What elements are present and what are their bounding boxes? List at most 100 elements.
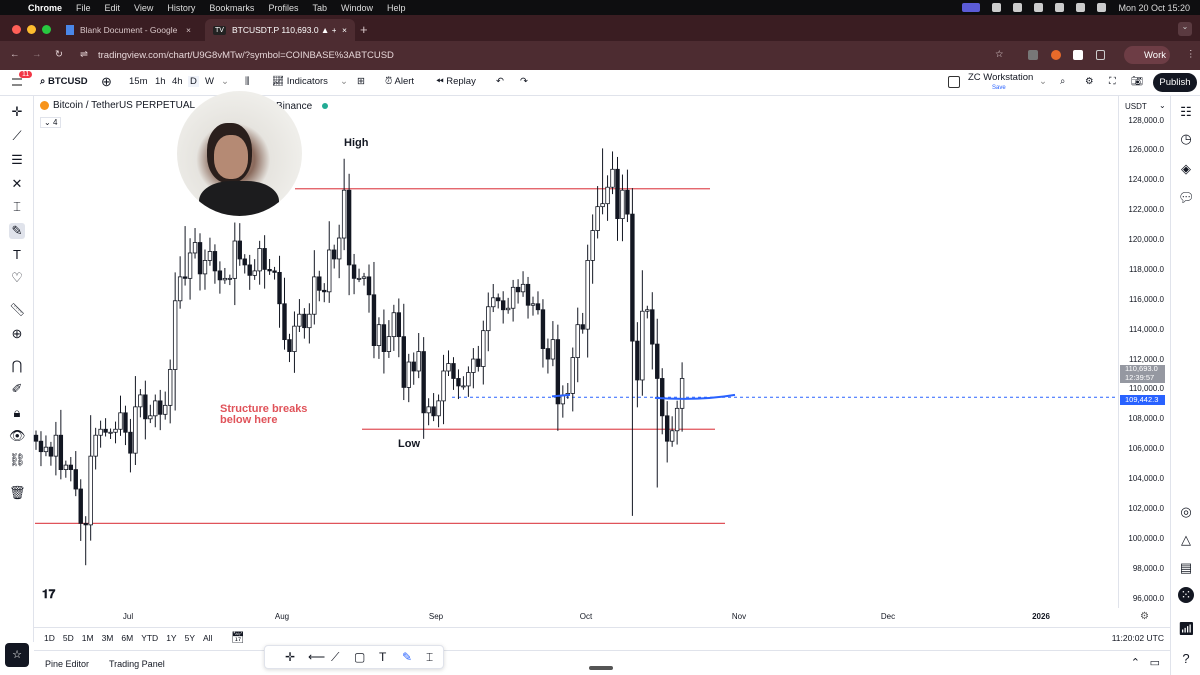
browser-menu-icon[interactable]: ⋮: [1186, 49, 1196, 60]
eye-icon[interactable]: 👁︎: [9, 428, 26, 443]
status-icon[interactable]: [992, 3, 1002, 12]
symbol-search-button[interactable]: ⌕ BTCUSD: [40, 76, 88, 87]
replay-button[interactable]: ⏪︎ Replay: [436, 76, 476, 87]
broadcast-icon[interactable]: 📶︎: [1178, 621, 1195, 636]
range-button-1d[interactable]: 1D: [44, 633, 55, 643]
layers-icon[interactable]: ◈: [1181, 161, 1191, 176]
maximize-window-button[interactable]: [42, 25, 51, 34]
tab-google-docs[interactable]: Blank Document - Google Do ×: [58, 19, 203, 41]
lock-icon[interactable]: 🔒︎: [13, 405, 21, 420]
extension-icon[interactable]: [1051, 50, 1061, 60]
range-button-all[interactable]: All: [203, 633, 213, 643]
menu-file[interactable]: File: [76, 2, 91, 13]
price-axis[interactable]: USDT ⌄ 128,000.0 126,000.0 124,000.0 122,00…: [1118, 96, 1170, 608]
indicators-button[interactable]: 📈︎ Indicators: [272, 76, 328, 87]
text-icon[interactable]: T: [13, 247, 21, 262]
url-field[interactable]: tradingview.com/chart/U9G8vMTw/?symbol=C…: [98, 50, 394, 61]
publish-button[interactable]: Publish: [1153, 73, 1197, 92]
extension-icon[interactable]: [1028, 50, 1038, 60]
status-icon[interactable]: [1055, 3, 1065, 12]
extension-icon[interactable]: [1073, 50, 1083, 60]
interval-d[interactable]: D: [188, 76, 199, 87]
layout-icon[interactable]: [948, 76, 960, 88]
maximize-panel-icon[interactable]: ▭: [1149, 657, 1160, 669]
brush-icon[interactable]: ✎: [9, 223, 25, 239]
save-link[interactable]: Save: [992, 85, 1006, 91]
zoom-in-icon[interactable]: ⊕: [11, 326, 23, 341]
range-button-5y[interactable]: 5Y: [184, 633, 195, 643]
close-tab-icon[interactable]: ×: [186, 25, 191, 35]
crosshair-icon[interactable]: ✛: [285, 650, 296, 664]
camera-icon[interactable]: 📷︎: [1131, 76, 1144, 87]
date-range-icon[interactable]: 📅︎: [231, 632, 245, 644]
measure-icon[interactable]: ⌶: [426, 650, 434, 664]
extensions-puzzle-icon[interactable]: [1096, 50, 1105, 60]
interval-1h[interactable]: 1h: [155, 76, 166, 87]
utc-clock[interactable]: 11:20:02 UTC: [1111, 633, 1164, 643]
close-tab-icon[interactable]: ×: [342, 25, 347, 35]
menu-tab[interactable]: Tab: [312, 2, 327, 13]
currency-dropdown-icon[interactable]: ⌄: [1159, 101, 1166, 110]
menu-profiles[interactable]: Profiles: [268, 2, 299, 13]
interval-15m[interactable]: 15m: [129, 76, 148, 87]
interval-4h[interactable]: 4h: [172, 76, 183, 87]
menu-bookmarks[interactable]: Bookmarks: [209, 2, 255, 13]
candle-type-icon[interactable]: ⫼: [245, 76, 250, 87]
layout-name[interactable]: ZC Workstation: [968, 72, 1034, 83]
trendline-icon[interactable]: ⟋: [331, 650, 340, 664]
settings-gear-icon[interactable]: ⚙︎: [1085, 76, 1094, 87]
wifi-icon[interactable]: [1076, 3, 1086, 12]
range-button-1m[interactable]: 1M: [81, 633, 94, 643]
ideas-icon[interactable]: △: [1181, 532, 1191, 547]
rectangle-icon[interactable]: ▢: [354, 650, 366, 664]
layout-dropdown-icon[interactable]: ⌄: [1039, 76, 1047, 87]
indicators-dropdown-icon[interactable]: ⌄: [340, 76, 348, 87]
apps-grid-icon[interactable]: ⁙: [1178, 587, 1194, 603]
annotation-high[interactable]: High: [344, 137, 369, 149]
search-icon[interactable]: [1097, 3, 1107, 12]
profile-button[interactable]: Work: [1124, 46, 1170, 64]
quick-search-icon[interactable]: ⌕: [1060, 76, 1066, 87]
trash-icon[interactable]: 🗑︎: [9, 485, 26, 500]
link-icon[interactable]: ⛓︎: [9, 452, 26, 467]
brush-icon[interactable]: ✎: [402, 650, 413, 664]
menu-icon[interactable]: [12, 78, 22, 86]
trendline-icon[interactable]: ⟋: [12, 128, 22, 143]
axis-settings-icon[interactable]: ⚙︎: [1140, 611, 1149, 622]
candlestick-chart[interactable]: [0, 0, 1118, 608]
trading-panel-tab[interactable]: Trading Panel: [109, 659, 165, 669]
pattern-icon[interactable]: ✕: [11, 176, 23, 191]
menu-help[interactable]: Help: [386, 2, 406, 13]
tradingview-logo[interactable]: 𝟏𝟕: [42, 587, 56, 601]
currency-label[interactable]: USDT: [1125, 102, 1147, 111]
watchlist-icon[interactable]: ☷: [1180, 104, 1192, 119]
fib-icon[interactable]: ☰: [11, 152, 23, 167]
status-icon[interactable]: [1013, 3, 1023, 12]
favorites-star-button[interactable]: ☆: [5, 643, 29, 667]
fullscreen-icon[interactable]: ⛶: [1109, 76, 1116, 87]
magnet-icon[interactable]: ⋂: [11, 358, 23, 373]
range-button-3m[interactable]: 3M: [101, 633, 114, 643]
legend-title[interactable]: Bitcoin / TetherUS PERPETUAL: [53, 100, 196, 111]
text-icon[interactable]: T: [379, 650, 387, 664]
heart-icon[interactable]: ♡: [11, 270, 23, 285]
redo-icon[interactable]: ↷: [520, 76, 528, 87]
range-button-5d[interactable]: 5D: [62, 633, 74, 643]
indicators-collapse-button[interactable]: ⌄ 4: [40, 117, 62, 128]
range-button-6m[interactable]: 6M: [121, 633, 134, 643]
panel-resize-handle[interactable]: [589, 666, 613, 670]
target-icon[interactable]: ◎: [1180, 504, 1192, 519]
menu-edit[interactable]: Edit: [104, 2, 121, 13]
menu-view[interactable]: View: [134, 2, 154, 13]
calendar-icon[interactable]: ▤: [1179, 560, 1193, 575]
status-icon[interactable]: [1034, 3, 1044, 12]
alert-button[interactable]: ⏰︎ Alert: [385, 76, 414, 87]
new-tab-button[interactable]: +: [360, 22, 368, 37]
annotation-low[interactable]: Low: [398, 438, 420, 450]
templates-grid-icon[interactable]: ⊞: [357, 76, 365, 87]
measure-icon[interactable]: ⌶: [13, 199, 21, 214]
range-button-1y[interactable]: 1Y: [166, 633, 177, 643]
bookmark-star-icon[interactable]: ☆: [995, 49, 1004, 60]
menu-history[interactable]: History: [167, 2, 196, 13]
menu-app[interactable]: Chrome: [28, 2, 63, 13]
